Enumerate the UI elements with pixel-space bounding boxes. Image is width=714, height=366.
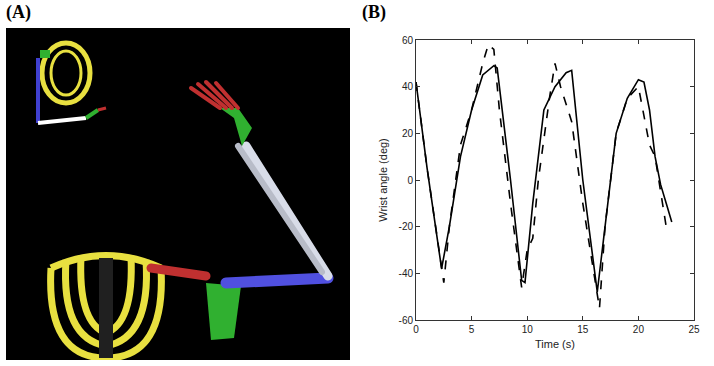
svg-text:-40: -40: [399, 268, 414, 279]
svg-text:Time (s): Time (s): [535, 338, 575, 350]
svg-text:-60: -60: [399, 315, 414, 326]
svg-text:5: 5: [469, 324, 475, 335]
svg-text:-20: -20: [399, 221, 414, 232]
svg-text:15: 15: [577, 324, 589, 335]
svg-text:10: 10: [522, 324, 534, 335]
svg-text:25: 25: [688, 324, 700, 335]
svg-text:40: 40: [402, 81, 414, 92]
svg-text:60: 60: [402, 35, 414, 46]
svg-text:0: 0: [407, 175, 413, 186]
svg-text:Wrist angle (deg): Wrist angle (deg): [377, 138, 389, 222]
svg-text:20: 20: [633, 324, 645, 335]
html-text:(B): (B): [362, 2, 386, 22]
svg-text:0: 0: [413, 324, 419, 335]
html-text:(A): (A): [6, 2, 31, 22]
svg-text:20: 20: [402, 128, 414, 139]
